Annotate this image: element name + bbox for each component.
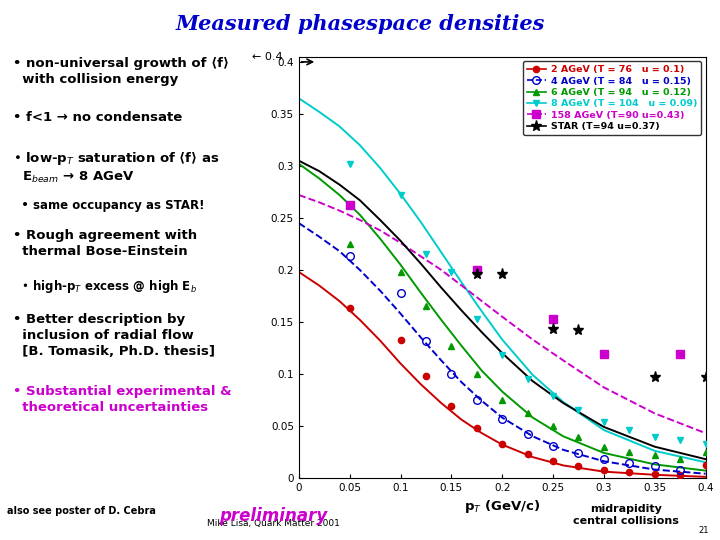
Text: preliminary: preliminary xyxy=(220,507,328,525)
Text: • Better description by
  inclusion of radial flow
  [B. Tomasik, Ph.D. thesis]: • Better description by inclusion of rad… xyxy=(13,313,215,357)
Text: • f<1 → no condensate: • f<1 → no condensate xyxy=(13,111,182,124)
Text: • same occupancy as STAR!: • same occupancy as STAR! xyxy=(13,199,204,212)
Text: • high-p$_T$ excess @ high E$_b$: • high-p$_T$ excess @ high E$_b$ xyxy=(13,278,197,295)
Text: • Substantial experimental &
  theoretical uncertainties: • Substantial experimental & theoretical… xyxy=(13,384,232,414)
X-axis label: p$_T$ (GeV/c): p$_T$ (GeV/c) xyxy=(464,498,540,515)
Text: • Rough agreement with
  thermal Bose-Einstein: • Rough agreement with thermal Bose-Eins… xyxy=(13,229,197,258)
Text: • low-p$_T$ saturation of ⟨f⟩ as
  E$_{beam}$ → 8 AGeV: • low-p$_T$ saturation of ⟨f⟩ as E$_{bea… xyxy=(13,150,219,185)
Text: ← 0.4: ← 0.4 xyxy=(251,52,282,62)
Text: also see poster of D. Cebra: also see poster of D. Cebra xyxy=(7,505,156,516)
Text: midrapidity
central collisions: midrapidity central collisions xyxy=(573,504,680,526)
Legend: 2 AGeV (T = 76   u = 0.1), 4 AGeV (T = 84   u = 0.15), 6 AGeV (T = 94   u = 0.12: 2 AGeV (T = 76 u = 0.1), 4 AGeV (T = 84 … xyxy=(523,62,701,135)
Text: • non-universal growth of ⟨f⟩
  with collision energy: • non-universal growth of ⟨f⟩ with colli… xyxy=(13,57,229,86)
Text: Mike Lisa, Quark Matter 2001: Mike Lisa, Quark Matter 2001 xyxy=(207,519,340,529)
Text: 21: 21 xyxy=(698,526,709,536)
Text: Measured phasespace densities: Measured phasespace densities xyxy=(175,14,545,33)
